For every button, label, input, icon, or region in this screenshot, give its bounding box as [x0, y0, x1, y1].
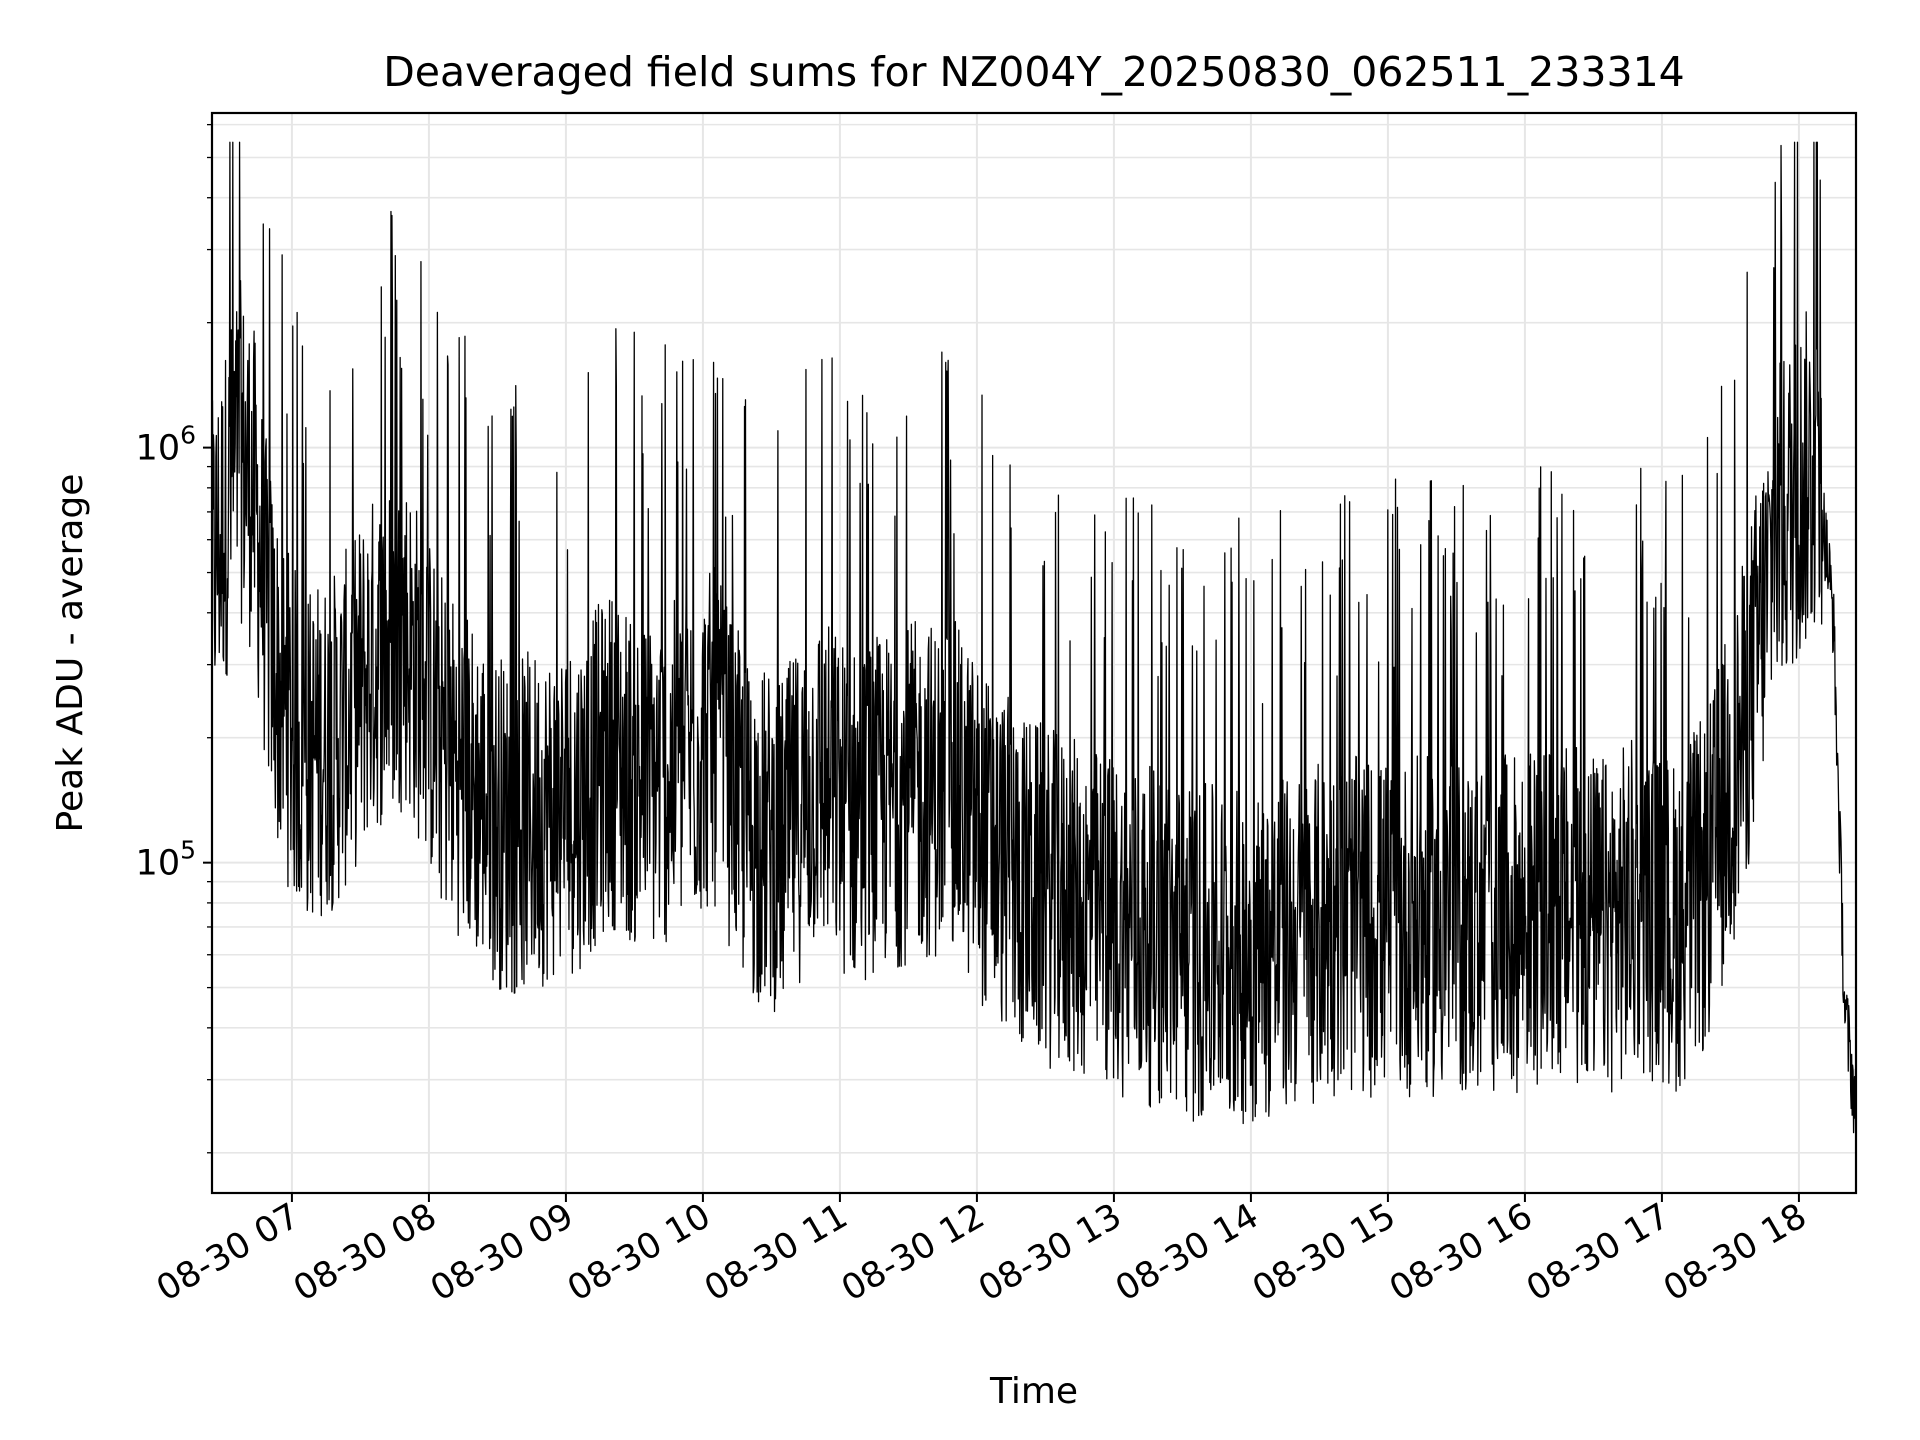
y-tick-label: 106: [136, 421, 196, 469]
y-tick-base: 10: [136, 429, 181, 469]
x-axis-label: Time: [989, 1371, 1078, 1412]
y-tick-base: 10: [136, 844, 181, 884]
y-tick-exponent: 6: [180, 421, 196, 450]
chart-title: Deaveraged field sums for NZ004Y_2025083…: [383, 48, 1685, 96]
y-axis-label: Peak ADU - average: [50, 474, 91, 833]
y-tick-exponent: 5: [180, 836, 196, 865]
y-tick-label: 105: [136, 836, 196, 884]
plot-frame: [210, 111, 1858, 1195]
series-line: [211, 141, 1857, 1134]
series-layer: [211, 141, 1857, 1134]
